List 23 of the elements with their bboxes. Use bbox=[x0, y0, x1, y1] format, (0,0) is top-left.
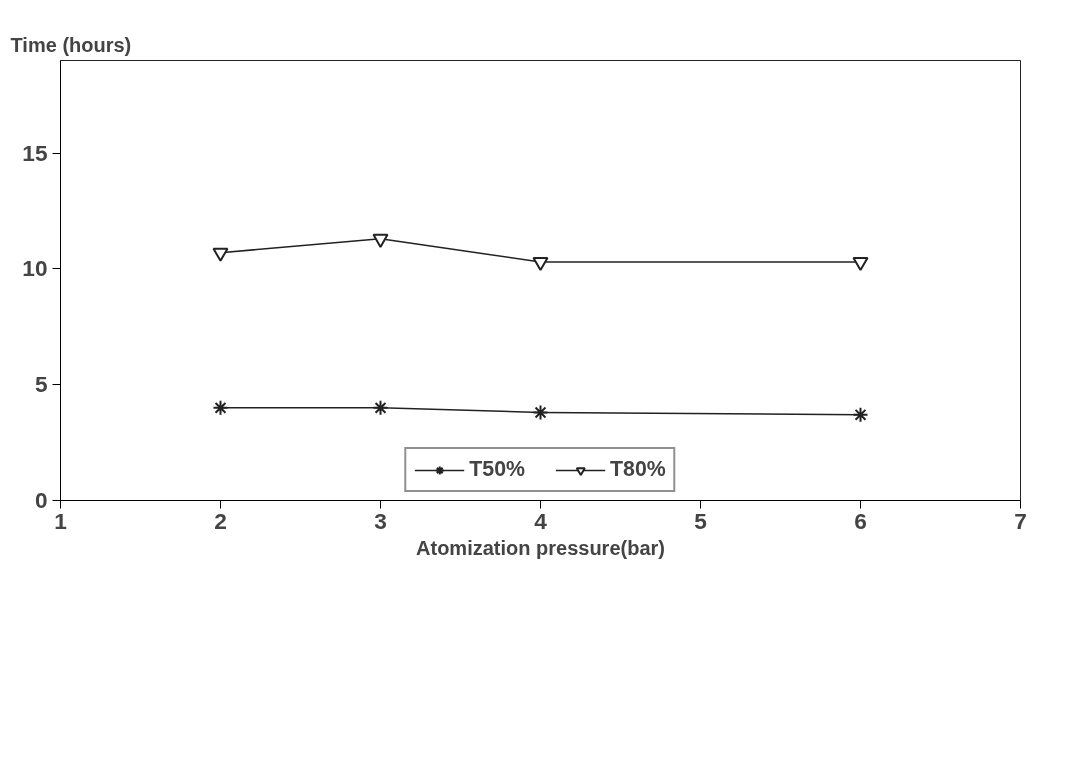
point bbox=[852, 406, 869, 423]
point bbox=[212, 247, 229, 262]
y-axis-title: Time (hours) bbox=[10, 33, 132, 56]
point bbox=[372, 233, 389, 248]
y-tick-label: 10 bbox=[22, 255, 48, 282]
point bbox=[532, 256, 549, 272]
point bbox=[532, 404, 549, 421]
point bbox=[372, 399, 389, 416]
point bbox=[212, 399, 229, 416]
x-tick-label: 7 bbox=[1014, 507, 1027, 534]
x-tick-label: 3 bbox=[374, 507, 387, 534]
y-tick-label: 15 bbox=[22, 139, 48, 166]
x-axis-title: Atomization pressure(bar) bbox=[416, 536, 665, 559]
x-tick-label: 6 bbox=[854, 507, 867, 534]
x-tick-label: 4 bbox=[534, 507, 548, 534]
point bbox=[852, 256, 869, 272]
x-tick-label: 1 bbox=[54, 507, 67, 534]
legend-label: T50% bbox=[469, 457, 525, 482]
x-tick-label: 5 bbox=[694, 507, 707, 534]
x-tick-label: 2 bbox=[214, 507, 227, 534]
y-tick-label: 0 bbox=[34, 487, 48, 513]
y-tick-label: 5 bbox=[34, 371, 48, 398]
legend-label: T80% bbox=[610, 457, 666, 482]
